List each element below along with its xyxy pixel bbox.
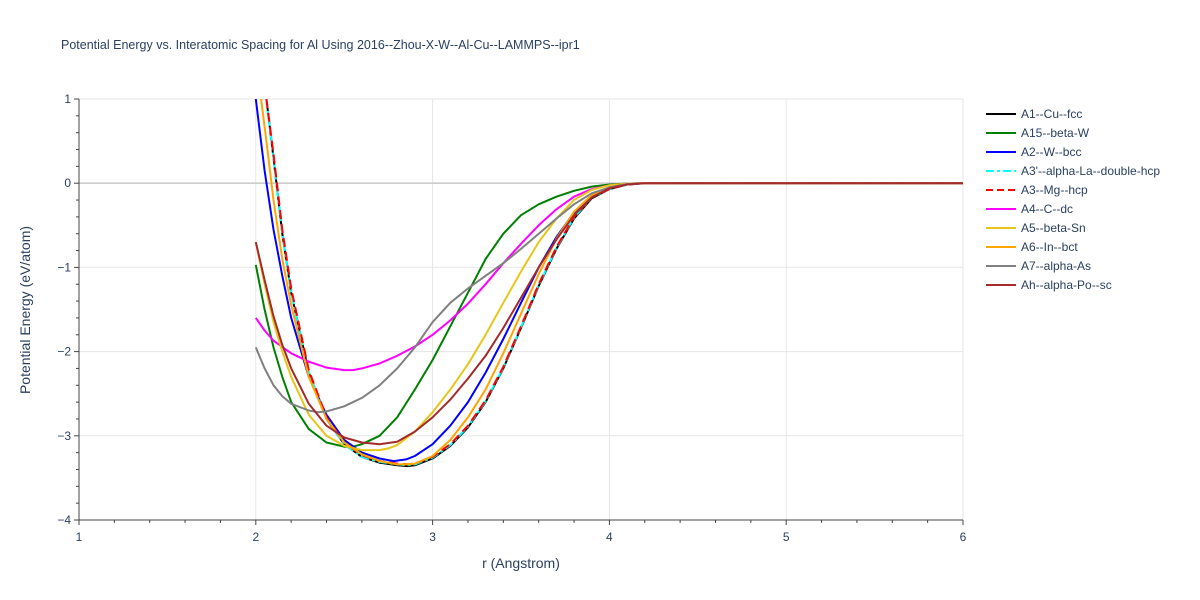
legend-item[interactable]: A7--alpha-As xyxy=(986,259,1091,273)
series-line xyxy=(254,182,963,414)
y-tick-label: −2 xyxy=(57,345,71,359)
x-tick-label: 3 xyxy=(429,530,436,544)
legend-label: A4--C--dc xyxy=(1021,202,1073,216)
y-tick-label: −1 xyxy=(57,260,71,274)
x-axis-title: r (Angstrom) xyxy=(482,555,560,571)
series-line xyxy=(265,99,963,466)
legend-item[interactable]: A4--C--dc xyxy=(986,202,1073,216)
legend-item[interactable]: A1--Cu--fcc xyxy=(986,107,1082,121)
legend-item[interactable]: Ah--alpha-Po--sc xyxy=(986,278,1112,292)
y-tick-label: 1 xyxy=(64,92,71,106)
legend-label: Ah--alpha-Po--sc xyxy=(1021,278,1112,292)
legend-label: A2--W--bcc xyxy=(1021,145,1081,159)
series-line xyxy=(254,182,963,448)
series-line xyxy=(260,99,963,466)
x-tick-label: 2 xyxy=(252,530,259,544)
legend-label: A5--beta-Sn xyxy=(1021,221,1086,235)
x-tick-label: 4 xyxy=(606,530,613,544)
chart-title: Potential Energy vs. Interatomic Spacing… xyxy=(61,38,580,52)
legend-label: A3--Mg--hcp xyxy=(1021,183,1088,197)
legend-item[interactable]: A15--beta-W xyxy=(986,126,1090,140)
series-line xyxy=(265,99,963,468)
series-line xyxy=(254,182,963,446)
y-tick-label: −3 xyxy=(57,429,71,443)
y-axis-title: Potential Energy (eV/atom) xyxy=(17,226,33,394)
legend-item[interactable]: A5--beta-Sn xyxy=(986,221,1086,235)
x-tick-label: 1 xyxy=(76,530,83,544)
legend-item[interactable]: A3--Mg--hcp xyxy=(986,183,1088,197)
grid-lines xyxy=(79,98,964,520)
legend-label: A15--beta-W xyxy=(1021,126,1090,140)
legend[interactable]: A1--Cu--fcc A15--beta-W A2--W--bcc A3'--alp… xyxy=(986,107,1160,292)
x-tick-label: 5 xyxy=(783,530,790,544)
y-tick-label: 0 xyxy=(64,176,71,190)
legend-item[interactable]: A2--W--bcc xyxy=(986,145,1081,159)
legend-item[interactable]: A6--In--bct xyxy=(986,240,1078,254)
legend-item[interactable]: A3'--alpha-La--double-hcp xyxy=(986,164,1160,178)
legend-label: A7--alpha-As xyxy=(1021,259,1091,273)
legend-label: A3'--alpha-La--double-hcp xyxy=(1021,164,1160,178)
series-lines xyxy=(254,99,963,468)
y-tick-label: −4 xyxy=(57,513,71,527)
series-line xyxy=(265,99,963,467)
series-line xyxy=(254,182,963,452)
axes xyxy=(74,98,964,525)
tick-labels: 1 2 3 4 5 6 1 0 −1 −2 −3 −4 xyxy=(57,92,966,544)
legend-label: A6--In--bct xyxy=(1021,240,1078,254)
legend-label: A1--Cu--fcc xyxy=(1021,107,1082,121)
x-tick-label: 6 xyxy=(960,530,967,544)
